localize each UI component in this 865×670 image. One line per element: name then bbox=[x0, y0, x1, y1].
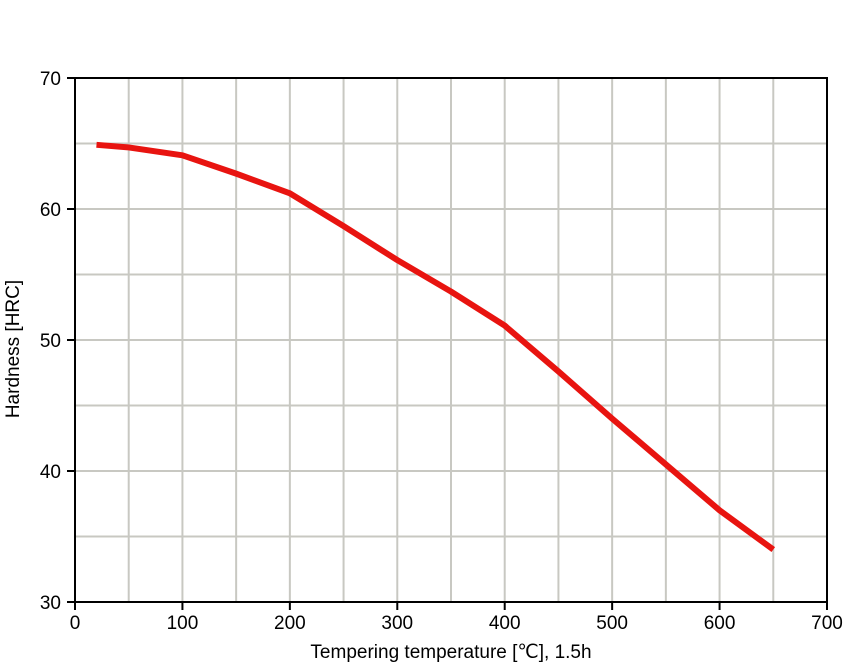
y-axis-title: Hardness [HRC] bbox=[3, 279, 24, 419]
y-tick-label: 40 bbox=[40, 462, 61, 483]
x-tick-label: 600 bbox=[704, 613, 736, 634]
hardness-curve bbox=[96, 141, 776, 553]
y-tick-label: 50 bbox=[40, 331, 61, 352]
x-tick-label: 300 bbox=[381, 613, 413, 634]
x-tick-label: 100 bbox=[167, 613, 199, 634]
x-tick-label: 400 bbox=[489, 613, 521, 634]
x-tick-label: 0 bbox=[70, 613, 81, 634]
x-tick-label: 500 bbox=[596, 613, 628, 634]
x-tick-label: 700 bbox=[811, 613, 843, 634]
x-tick-label: 200 bbox=[274, 613, 306, 634]
x-axis-title: Tempering temperature [℃], 1.5h bbox=[310, 642, 592, 663]
y-tick-label: 60 bbox=[40, 200, 61, 221]
y-tick-label: 70 bbox=[40, 69, 61, 90]
y-tick-label: 30 bbox=[40, 593, 61, 614]
